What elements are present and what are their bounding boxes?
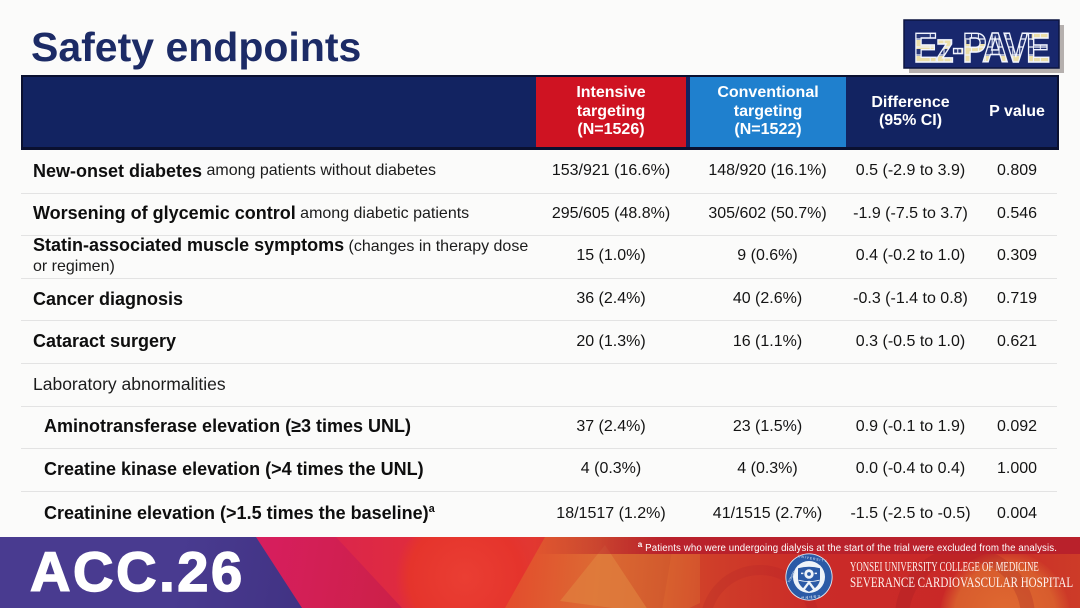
svg-text:YONSEI: YONSEI [787, 570, 797, 583]
svg-text:Ez-PAVE: Ez-PAVE [913, 26, 1049, 72]
svg-text:연 세 대 학 교: 연 세 대 학 교 [801, 594, 821, 601]
svg-text:U N I V E R S I T Y: U N I V E R S I T Y [798, 554, 828, 563]
